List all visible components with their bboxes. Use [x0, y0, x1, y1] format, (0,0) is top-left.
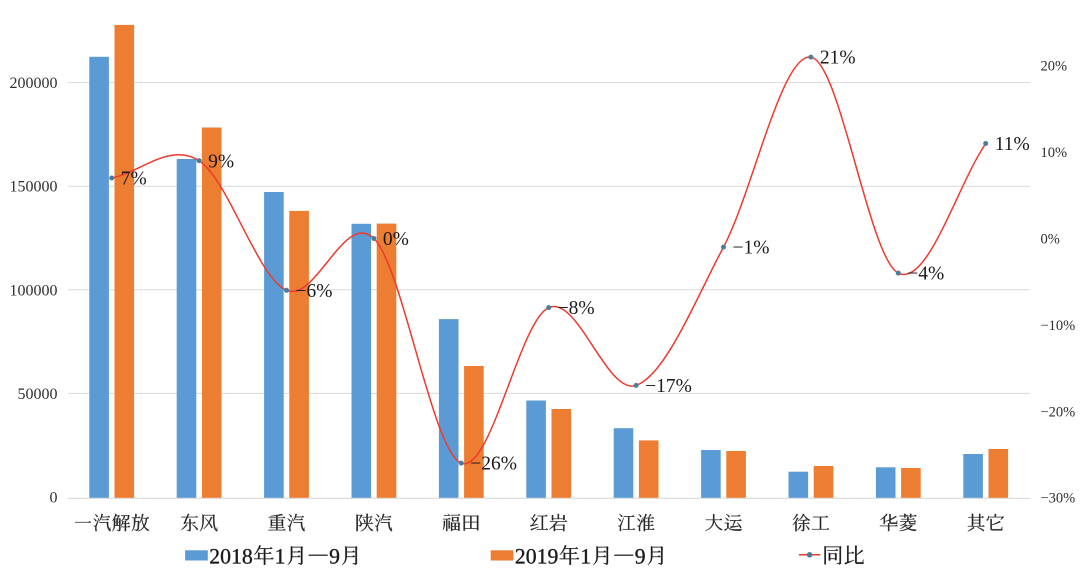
svg-text:100000: 100000	[10, 282, 58, 299]
svg-text:7%: 7%	[121, 169, 147, 190]
svg-text:50000: 50000	[18, 386, 58, 403]
svg-text:0%: 0%	[383, 229, 409, 250]
svg-text:−26%: −26%	[470, 454, 517, 475]
svg-text:−6%: −6%	[296, 281, 333, 302]
svg-text:9%: 9%	[208, 151, 234, 172]
svg-text:11%: 11%	[995, 134, 1030, 155]
svg-text:−20%: −20%	[1041, 404, 1076, 420]
svg-text:21%: 21%	[820, 48, 856, 69]
svg-text:−4%: −4%	[907, 264, 944, 285]
svg-text:0%: 0%	[1041, 232, 1060, 248]
svg-text:150000: 150000	[10, 179, 58, 196]
svg-text:20%: 20%	[1041, 59, 1068, 75]
svg-text:200000: 200000	[10, 75, 58, 92]
svg-text:−17%: −17%	[645, 376, 692, 397]
svg-text:10%: 10%	[1041, 145, 1068, 161]
svg-text:−1%: −1%	[733, 238, 770, 259]
svg-text:0: 0	[50, 490, 58, 507]
svg-text:−10%: −10%	[1041, 318, 1076, 334]
svg-text:−30%: −30%	[1041, 491, 1076, 507]
svg-text:−8%: −8%	[558, 298, 595, 319]
